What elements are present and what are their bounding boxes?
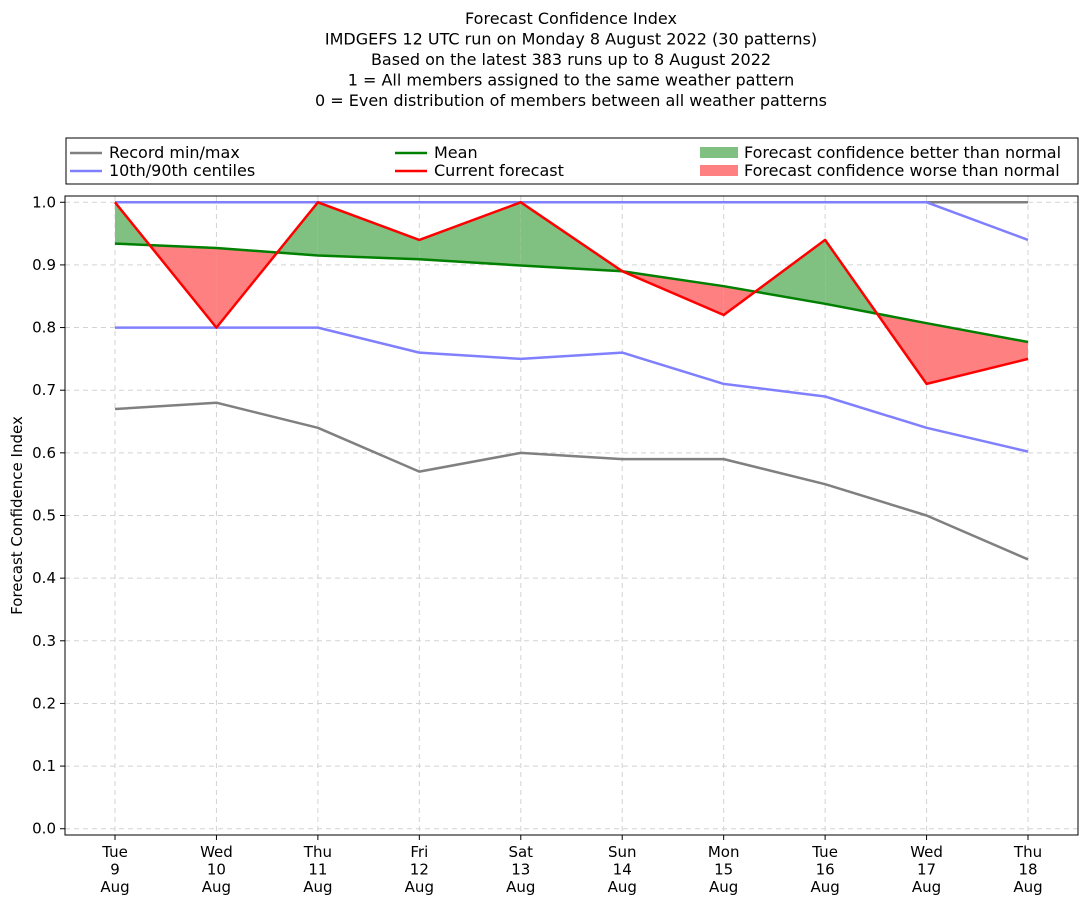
x-tick-label-0-1: 9 <box>110 861 120 879</box>
legend-label-current-forecast: Current forecast <box>434 161 564 180</box>
x-tick-label-7-2: Aug <box>810 878 839 896</box>
x-tick-label-3-2: Aug <box>405 878 434 896</box>
x-tick-label-7-0: Tue <box>811 843 838 861</box>
x-tick-label-1-1: 10 <box>207 861 226 879</box>
x-tick-label-4-0: Sat <box>508 843 533 861</box>
x-tick-label-6-2: Aug <box>709 878 738 896</box>
legend-box <box>65 137 1079 185</box>
series-lines <box>114 201 1029 561</box>
x-tick-label-8-2: Aug <box>912 878 941 896</box>
legend-label-record-min-max: Record min/max <box>109 143 240 162</box>
y-tick-label-6: 0.6 <box>32 444 56 462</box>
y-tick-label-1: 0.1 <box>32 757 56 775</box>
x-tick-label-3-1: 12 <box>410 861 429 879</box>
x-tick-label-1-0: Wed <box>200 843 233 861</box>
x-tick-label-5-2: Aug <box>608 878 637 896</box>
x-tick-label-3-0: Fri <box>410 843 428 861</box>
better-than-normal-area-9 <box>755 239 826 304</box>
x-tick-label-5-0: Sun <box>608 843 637 861</box>
series-line-record-min <box>114 401 1029 561</box>
x-tick-label-2-2: Aug <box>303 878 332 896</box>
y-tick-label-5: 0.5 <box>32 507 56 525</box>
x-tick-label-4-2: Aug <box>506 878 535 896</box>
x-tick-label-0-0: Tue <box>101 843 128 861</box>
title-line-0: Forecast Confidence Index <box>465 9 677 28</box>
series-line-p10 <box>115 326 1029 453</box>
x-tick-label-0-2: Aug <box>100 878 129 896</box>
x-tick-label-4-1: 13 <box>511 861 530 879</box>
legend-label-forecast-confidence-better-than-normal: Forecast confidence better than normal <box>744 143 1061 162</box>
x-tick-label-2-1: 11 <box>308 861 327 879</box>
y-tick-label-9: 0.9 <box>32 256 56 274</box>
y-tick-label-8: 0.8 <box>32 319 56 337</box>
legend-label-mean: Mean <box>434 143 478 162</box>
y-tick-label-2: 0.2 <box>32 694 56 712</box>
y-axis-label: Forecast Confidence Index <box>8 416 26 615</box>
better-than-normal-area-5 <box>419 202 521 266</box>
x-tick-label-2-0: Thu <box>303 843 332 861</box>
y-tick-label-4: 0.4 <box>32 569 56 587</box>
legend-label-forecast-confidence-worse-than-normal: Forecast confidence worse than normal <box>744 161 1060 180</box>
x-tick-label-6-0: Mon <box>708 843 740 861</box>
x-tick-label-9-1: 18 <box>1018 861 1037 879</box>
x-tick-label-8-0: Wed <box>910 843 943 861</box>
legend-swatch-forecast-confidence-better-than-normal <box>700 147 738 158</box>
x-tick-label-7-1: 16 <box>816 861 835 879</box>
x-tick-label-9-2: Aug <box>1013 878 1042 896</box>
x-tick-label-1-2: Aug <box>202 878 231 896</box>
y-tick-label-10: 1.0 <box>32 193 56 211</box>
y-tick-label-7: 0.7 <box>32 381 56 399</box>
x-tick-label-8-1: 17 <box>917 861 936 879</box>
x-tick-label-9-0: Thu <box>1013 843 1042 861</box>
title-line-1: IMDGEFS 12 UTC run on Monday 8 August 20… <box>325 30 817 49</box>
series-line-current <box>114 201 1029 386</box>
legend-swatch-forecast-confidence-worse-than-normal <box>700 165 738 176</box>
y-tick-label-0: 0.0 <box>32 820 56 838</box>
title-line-2: Based on the latest 383 runs up to 8 Aug… <box>371 50 771 69</box>
x-tick-label-5-1: 14 <box>613 861 632 879</box>
legend-label-10th-90th-centiles: 10th/90th centiles <box>109 161 255 180</box>
title-line-3: 1 = All members assigned to the same wea… <box>348 71 795 90</box>
chart-title: Forecast Confidence Index IMDGEFS 12 UTC … <box>315 9 827 110</box>
series-line-p90 <box>115 201 1029 242</box>
y-tick-label-3: 0.3 <box>32 632 56 650</box>
axes: 0.00.10.20.30.40.50.60.70.80.91.0Tue9Aug… <box>8 193 1079 896</box>
title-line-4: 0 = Even distribution of members between… <box>315 91 827 110</box>
better-than-normal-area-4 <box>317 202 420 260</box>
x-tick-label-6-1: 15 <box>714 861 733 879</box>
